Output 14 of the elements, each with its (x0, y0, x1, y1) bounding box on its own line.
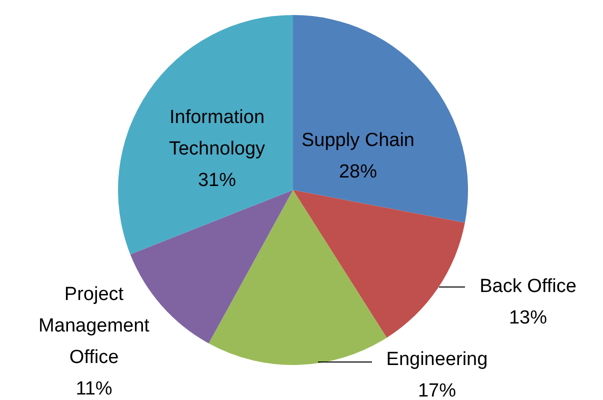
pie-slice (208, 190, 387, 365)
data-label: 17% (418, 380, 456, 400)
slice-label: Project Management Office (38, 284, 150, 368)
data-label: 28% (338, 162, 378, 182)
pie-slice (293, 15, 468, 223)
slice-label: Back Office (480, 276, 576, 297)
data-label: 11% (76, 378, 112, 400)
slice-label: Engineering (386, 349, 488, 370)
data-label: 13% (508, 308, 548, 328)
pie-slice (293, 190, 465, 338)
data-label: 31% (198, 170, 236, 191)
pie-slice (118, 15, 293, 254)
slice-label: Information Technology (168, 107, 266, 160)
slice-label: Supply Chain (301, 130, 415, 151)
